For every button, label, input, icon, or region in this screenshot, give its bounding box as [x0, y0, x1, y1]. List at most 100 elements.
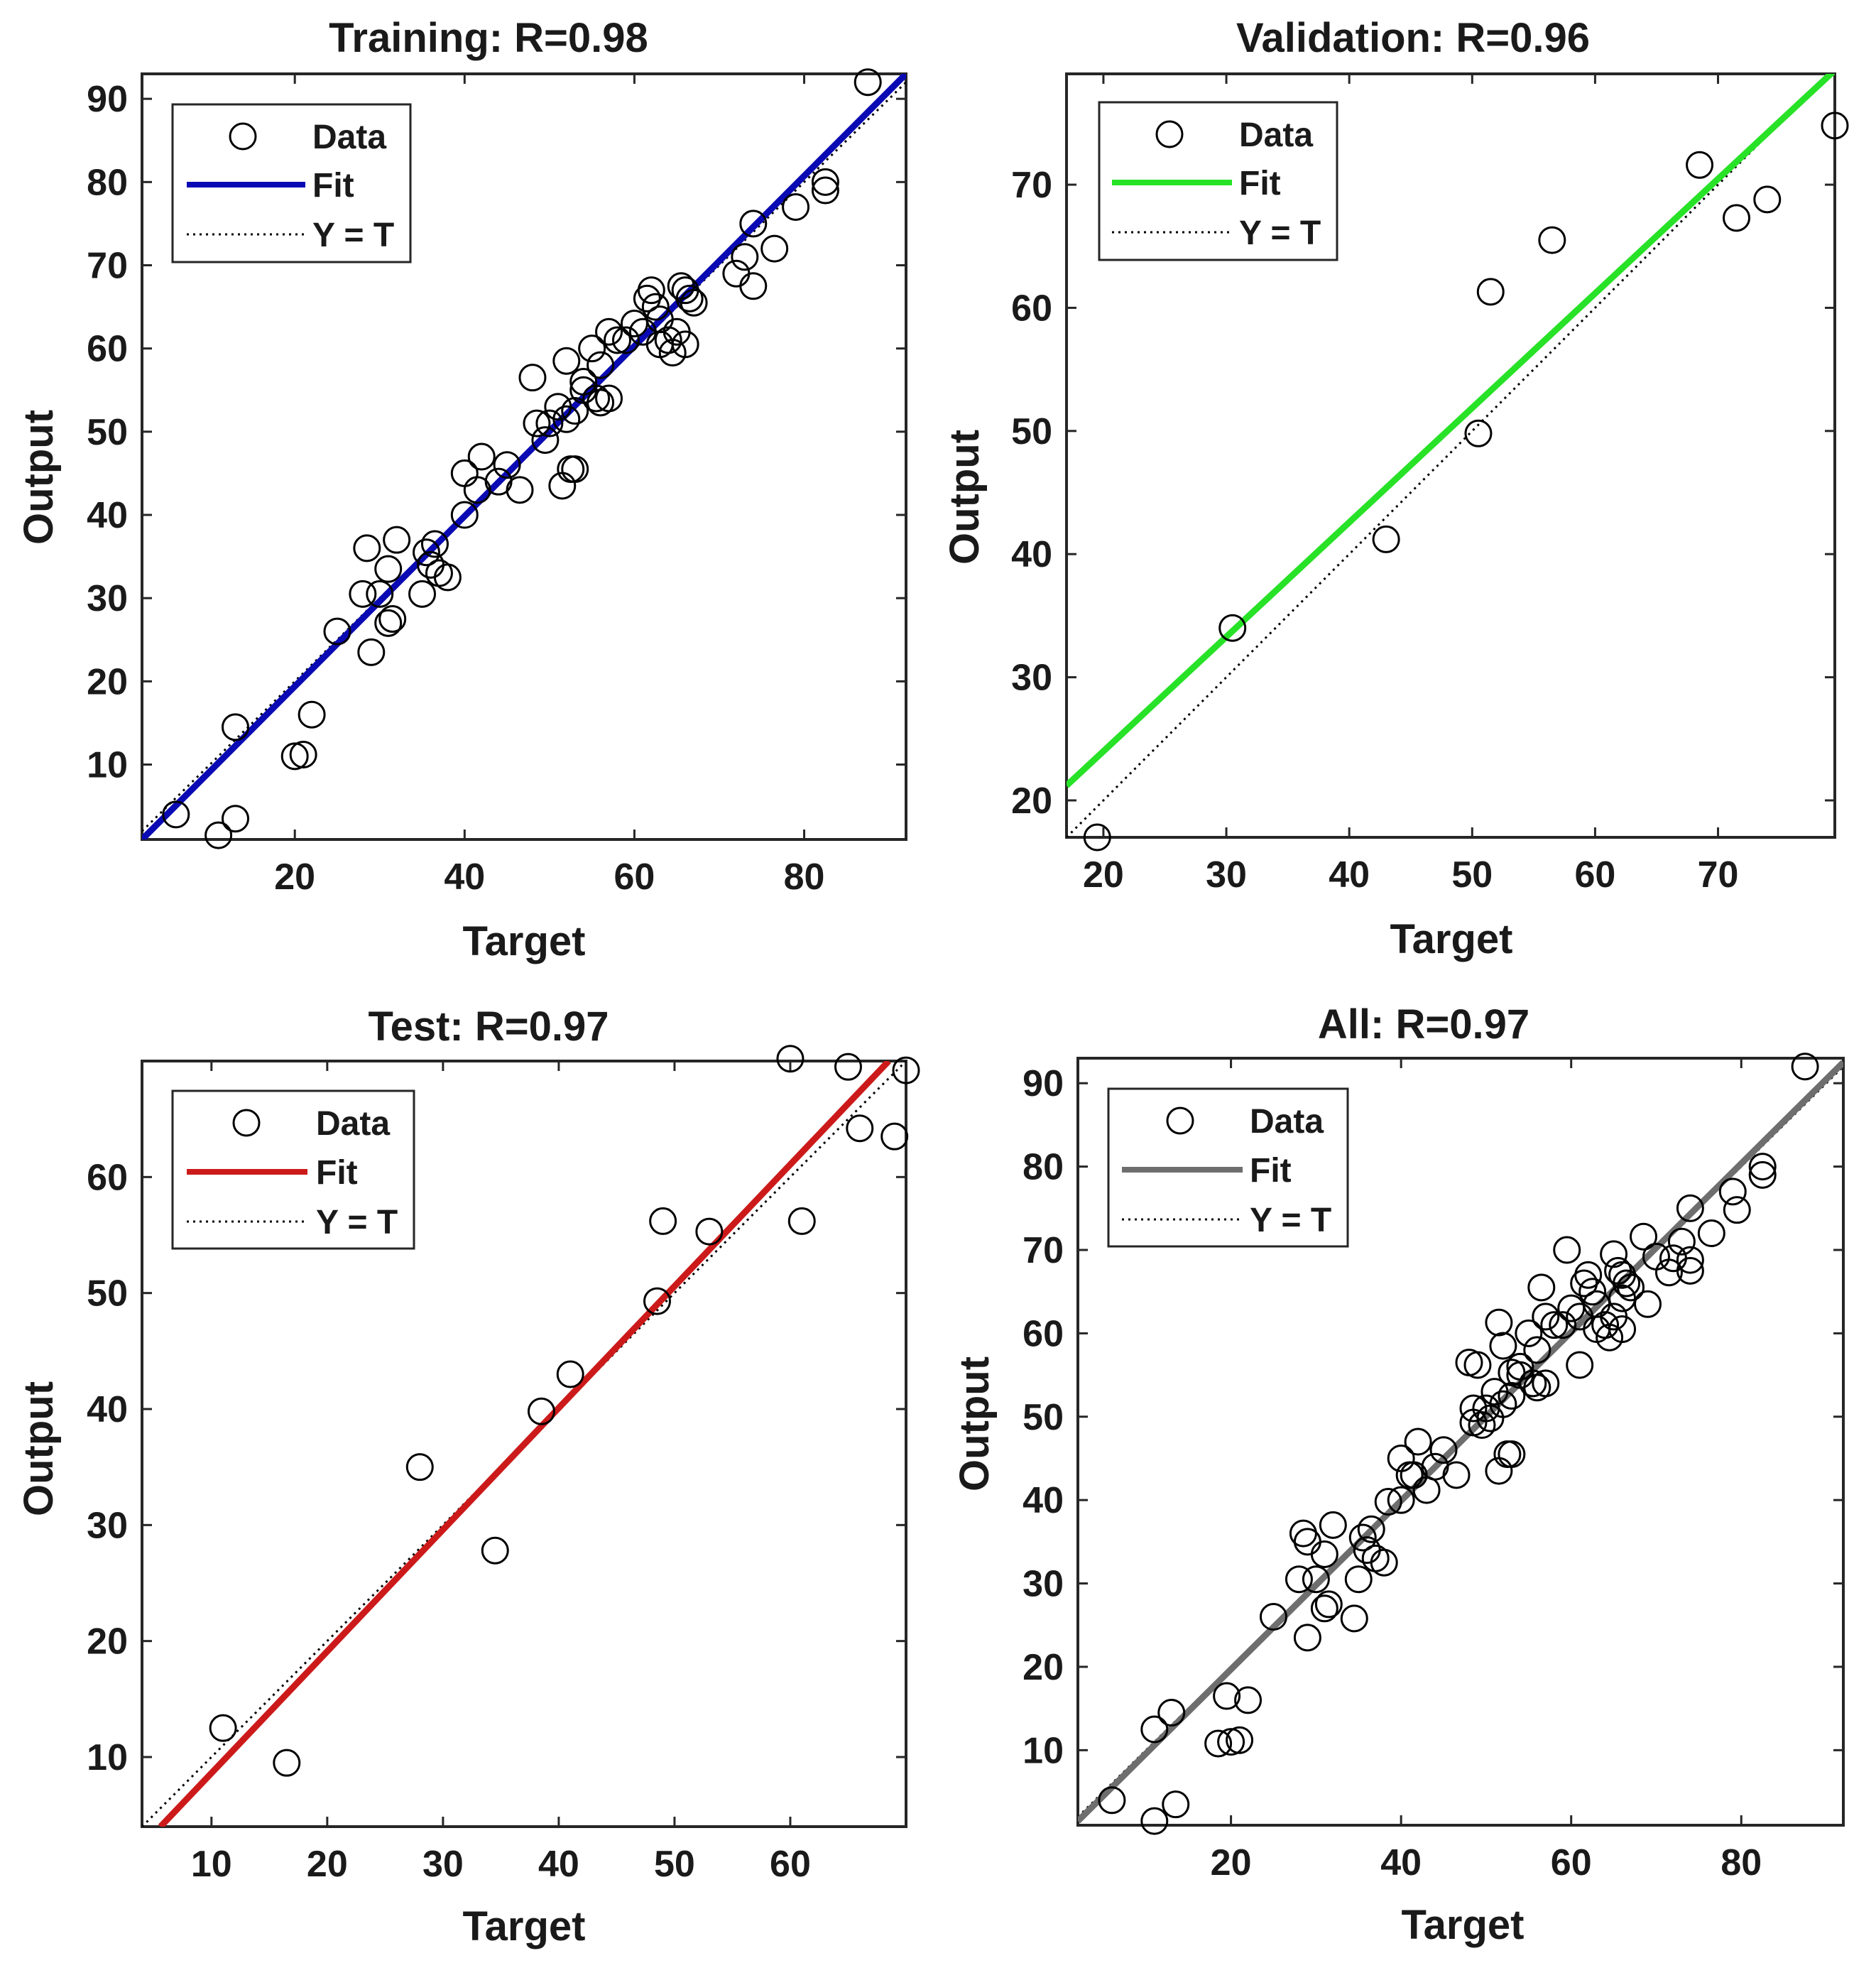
x-tick-label: 80 [784, 857, 825, 898]
data-point [1748, 1160, 1777, 1189]
data-point [1540, 1311, 1569, 1339]
data-point [561, 397, 589, 425]
data-point [695, 1217, 724, 1246]
data-point [1676, 1194, 1704, 1222]
training-legend: Data Fit Y = T [171, 103, 412, 263]
data-point [1285, 1565, 1313, 1594]
data-point [1310, 1594, 1338, 1623]
y-tick-label: 90 [1022, 1063, 1064, 1104]
data-point [1591, 1311, 1620, 1339]
data-point [1489, 1390, 1517, 1418]
data-point [467, 442, 496, 471]
data-point [1676, 1256, 1704, 1285]
data-point [481, 1536, 509, 1565]
training-ylabel: Output [16, 410, 62, 545]
data-point [1162, 1790, 1190, 1819]
data-point [1387, 1486, 1415, 1514]
data-point [273, 1749, 301, 1777]
y-tick-label: 30 [87, 578, 128, 619]
data-point [1404, 1428, 1432, 1456]
y-tick-label: 20 [87, 1621, 128, 1663]
x-tick-label: 60 [1551, 1842, 1592, 1883]
data-point [1723, 1196, 1751, 1224]
data-point [535, 409, 564, 437]
y-tick-label: 60 [1022, 1313, 1064, 1354]
legend-fit-label: Fit [1239, 165, 1281, 202]
data-point [1157, 1699, 1186, 1727]
data-point [556, 1360, 584, 1388]
data-point [671, 330, 699, 359]
y-tick-label: 10 [87, 745, 128, 786]
x-tick-label: 20 [1083, 854, 1124, 896]
data-point [349, 580, 377, 608]
x-tick-label: 20 [1211, 1842, 1252, 1883]
legend-data-marker [1166, 1106, 1194, 1135]
data-point [811, 176, 839, 205]
data-point [420, 530, 449, 558]
data-point [1372, 525, 1400, 553]
fit-line [158, 1061, 891, 1827]
data-point [1464, 419, 1493, 447]
data-point [731, 243, 759, 271]
y-tick-label: 50 [1011, 411, 1052, 452]
data-point [298, 700, 326, 729]
data-point [1654, 1258, 1683, 1287]
validation-title: Validation: R=0.96 [1236, 15, 1590, 61]
data-point [1549, 1311, 1577, 1339]
data-point [1630, 1222, 1658, 1251]
y-tick-label: 20 [1011, 781, 1052, 822]
x-tick-label: 10 [191, 1844, 232, 1885]
x-tick-label: 60 [614, 857, 655, 898]
training-title: Training: R=0.98 [329, 15, 648, 61]
data-point [1578, 1278, 1607, 1306]
data-point [1498, 1381, 1526, 1410]
data-point [641, 293, 670, 321]
data-point [1515, 1319, 1543, 1347]
data-point [323, 617, 351, 646]
validation-panel: Validation: R=0.96 20 30 40 50 60 70 20 30 40 50 6… [942, 15, 1849, 962]
data-point [892, 1056, 920, 1084]
data-point [527, 1397, 555, 1425]
all-legend: Data Fit Y = T [1107, 1087, 1349, 1248]
legend-fit-label: Fit [316, 1154, 358, 1192]
data-point [1302, 1565, 1330, 1594]
data-point [1667, 1227, 1696, 1256]
data-point [1608, 1315, 1637, 1344]
data-point [1748, 1153, 1777, 1181]
data-point [1498, 1440, 1526, 1469]
data-point [204, 821, 233, 849]
data-point [561, 455, 589, 484]
data-point [222, 805, 250, 833]
data-point [1686, 151, 1714, 179]
fit-line [142, 74, 906, 839]
data-point [1519, 1369, 1547, 1398]
data-point [493, 451, 521, 479]
data-point [1140, 1715, 1169, 1744]
data-point [413, 538, 441, 567]
data-point [280, 742, 309, 771]
data-point [1476, 278, 1505, 306]
y-tick-label: 10 [87, 1737, 128, 1778]
data-point [1697, 1219, 1725, 1248]
data-point [1718, 1178, 1747, 1206]
data-point [1429, 1436, 1458, 1464]
training-xlabel: Target [463, 918, 586, 964]
data-point [1344, 1565, 1373, 1594]
y-tick-label: 80 [87, 162, 128, 203]
x-tick-label: 40 [1380, 1842, 1422, 1883]
data-point [552, 405, 581, 433]
data-point [1553, 1236, 1581, 1264]
x-tick-label: 30 [1206, 854, 1247, 896]
x-tick-label: 30 [422, 1844, 464, 1885]
validation-legend: Data Fit Y = T [1098, 101, 1338, 261]
x-tick-label: 50 [1451, 854, 1493, 896]
legend-fit-label: Fit [312, 167, 354, 205]
x-tick-label: 60 [1574, 854, 1615, 896]
data-point [1213, 1682, 1241, 1710]
data-point [834, 1053, 862, 1081]
data-point [1357, 1515, 1385, 1543]
data-point [1538, 226, 1566, 254]
data-point [1083, 823, 1111, 852]
data-point [1753, 185, 1782, 214]
data-point [1613, 1269, 1641, 1298]
